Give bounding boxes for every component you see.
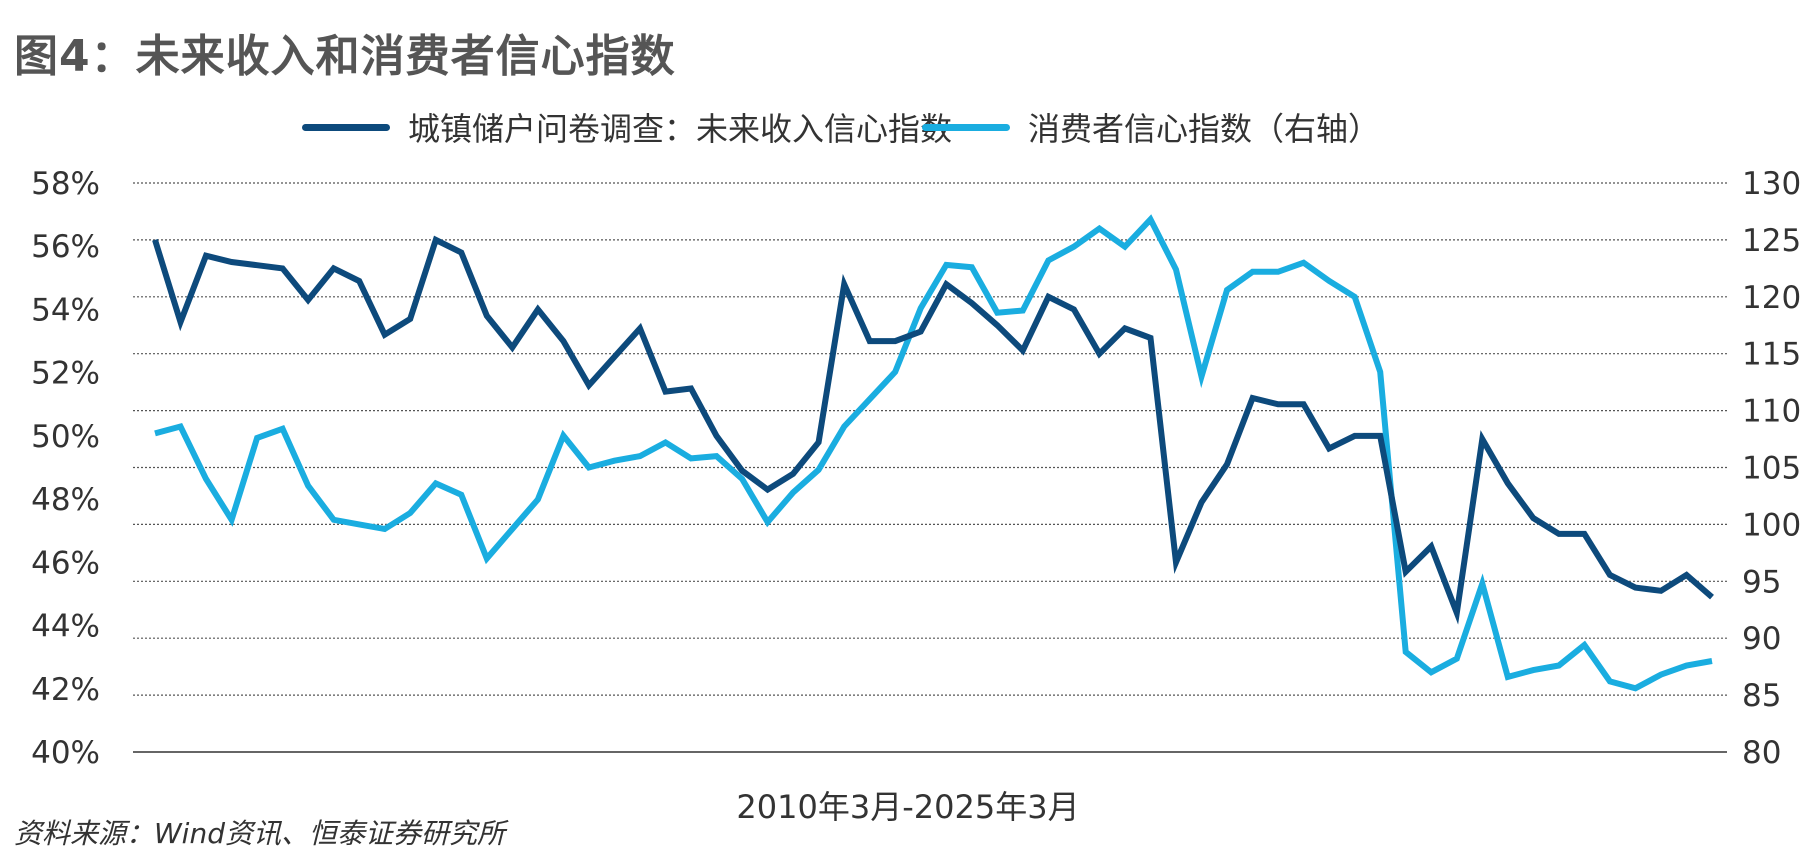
- y-tick-label-right: 120: [1742, 280, 1801, 316]
- y-tick-label-right: 125: [1742, 223, 1801, 259]
- y-tick-label-right: 95: [1742, 564, 1781, 600]
- series-line-income: [152, 235, 1714, 625]
- series-line-consumer: [154, 214, 1713, 692]
- x-axis-label: 2010年3月-2025年3月: [736, 788, 1080, 826]
- y-tick-label-left: 46%: [31, 545, 100, 581]
- y-tick-label-left: 52%: [31, 356, 100, 392]
- y-tick-label-right: 105: [1742, 451, 1801, 487]
- y-tick-label-left: 54%: [31, 292, 100, 328]
- y-tick-label-right: 80: [1742, 735, 1781, 771]
- y-tick-label-right: 100: [1742, 507, 1801, 543]
- legend-label-income: 城镇储户问卷调查：未来收入信心指数: [408, 110, 953, 148]
- y-tick-label-left: 48%: [31, 482, 100, 518]
- y-tick-label-left: 58%: [31, 166, 100, 202]
- source-note: 资料来源：Wind资讯、恒泰证券研究所: [14, 817, 505, 850]
- legend-swatch-consumer: [922, 123, 1010, 131]
- y-tick-label-right: 130: [1742, 166, 1801, 202]
- legend-swatch-income: [302, 123, 390, 131]
- y-tick-label-right: 115: [1742, 337, 1801, 373]
- legend-item-income: 城镇储户问卷调查：未来收入信心指数: [302, 104, 952, 150]
- y-tick-label-left: 44%: [31, 609, 100, 645]
- y-tick-label-left: 50%: [31, 419, 100, 455]
- chart-title: 图4：未来收入和消费者信心指数: [14, 31, 676, 82]
- y-tick-label-left: 42%: [31, 672, 100, 708]
- y-tick-label-left: 56%: [31, 229, 100, 265]
- y-tick-label-right: 110: [1742, 394, 1801, 430]
- y-tick-label-left: 40%: [31, 735, 100, 771]
- y-tick-label-right: 90: [1742, 621, 1781, 657]
- y-tick-label-right: 85: [1742, 678, 1781, 714]
- legend: 城镇储户问卷调查：未来收入信心指数 消费者信心指数（右轴）: [0, 104, 1816, 150]
- legend-item-consumer: 消费者信心指数（右轴）: [922, 104, 1380, 150]
- legend-label-consumer: 消费者信心指数（右轴）: [1028, 110, 1381, 148]
